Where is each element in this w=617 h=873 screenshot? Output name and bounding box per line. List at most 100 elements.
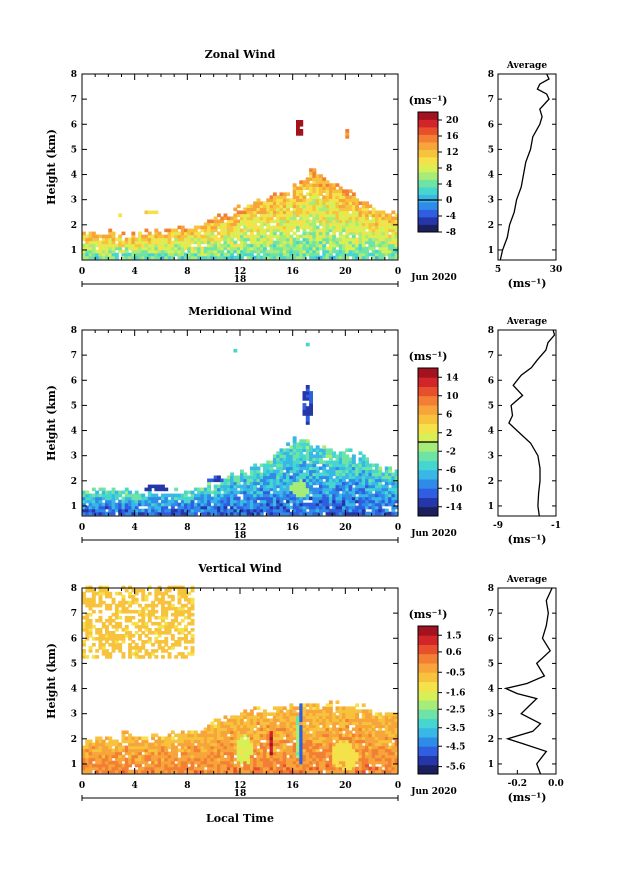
heatmap-cell xyxy=(289,213,294,218)
heatmap-cell xyxy=(309,198,313,202)
heatmap-cell xyxy=(371,736,376,741)
heatmap-cell xyxy=(375,712,379,716)
heatmap-cell xyxy=(381,216,386,221)
heatmap-cell xyxy=(207,727,211,732)
heatmap-cell xyxy=(391,496,396,501)
heatmap-cell xyxy=(266,487,271,492)
heatmap-cell xyxy=(279,760,284,765)
heatmap-cell xyxy=(101,760,106,765)
heatmap-cell xyxy=(319,742,323,747)
heatmap-cell xyxy=(101,487,106,492)
heatmap-cell xyxy=(88,249,93,254)
heatmap-cell xyxy=(351,751,356,756)
heatmap-cell xyxy=(200,745,205,750)
heatmap-cell xyxy=(315,213,320,218)
heatmap-cell xyxy=(259,727,264,732)
heatmap-cell xyxy=(309,511,313,516)
heatmap-cell xyxy=(193,496,198,501)
heatmap-cell xyxy=(351,739,356,744)
heatmap-cell xyxy=(286,451,290,455)
heatmap-cell xyxy=(174,496,179,501)
heatmap-cell xyxy=(88,600,93,605)
heatmap-cell xyxy=(184,493,188,498)
heatmap-cell xyxy=(319,189,323,193)
heatmap-cell xyxy=(348,469,353,474)
heatmap-cell xyxy=(134,499,139,504)
heatmap-cell xyxy=(342,451,346,455)
heatmap-cell xyxy=(180,631,185,635)
heatmap-cell xyxy=(286,481,290,486)
heatmap-cell xyxy=(95,249,100,254)
heatmap-cell xyxy=(111,255,116,260)
heatmap-cell xyxy=(292,733,297,738)
heatmap-cell xyxy=(315,478,320,483)
heatmap-cell xyxy=(105,637,109,641)
heatmap-cell xyxy=(286,487,290,492)
heatmap-cell xyxy=(312,228,317,233)
heatmap-cell xyxy=(167,766,172,771)
heatmap-cell xyxy=(128,649,132,653)
heatmap-cell xyxy=(213,255,218,260)
heatmap-cell xyxy=(378,757,383,762)
heatmap-cell xyxy=(230,502,234,507)
heatmap-cell xyxy=(286,228,290,233)
heatmap-cell xyxy=(187,600,192,605)
heatmap-cell xyxy=(207,225,211,230)
heatmap-cell xyxy=(348,240,353,245)
y-tick-label: 1 xyxy=(71,246,77,256)
heatmap-cell xyxy=(243,210,248,215)
heatmap-cell xyxy=(161,760,165,765)
heatmap-cell xyxy=(325,213,330,218)
heatmap-cell xyxy=(394,234,399,239)
heatmap-cell xyxy=(328,246,333,251)
heatmap-cell xyxy=(249,715,254,719)
heatmap-cell xyxy=(246,234,251,239)
heatmap-cell xyxy=(315,703,320,707)
heatmap-cell xyxy=(147,493,152,498)
heatmap-cell xyxy=(91,249,96,254)
heatmap-cell xyxy=(332,192,337,196)
heatmap-cell xyxy=(144,649,149,653)
heatmap-cell xyxy=(378,466,383,471)
heatmap-cell xyxy=(292,240,297,245)
heatmap-cell xyxy=(207,249,211,254)
heatmap-cell xyxy=(226,475,231,480)
heatmap-cell xyxy=(101,496,106,501)
heatmap-cell xyxy=(233,724,238,729)
heatmap-cell xyxy=(289,481,294,486)
heatmap-cell xyxy=(319,174,323,178)
heatmap-cell xyxy=(233,478,238,483)
heatmap-cell xyxy=(85,742,90,747)
heatmap-cell xyxy=(272,508,277,513)
heatmap-cell xyxy=(249,757,254,762)
heatmap-cell xyxy=(315,228,320,233)
heatmap-cell xyxy=(371,718,376,723)
heatmap-cell xyxy=(184,736,188,741)
heatmap-cell xyxy=(167,249,172,254)
heatmap-cell xyxy=(114,742,119,747)
heatmap-cell xyxy=(365,222,369,227)
heatmap-cell xyxy=(190,730,195,735)
heatmap-cell xyxy=(338,210,343,215)
heatmap-cell xyxy=(253,736,258,741)
heatmap-cell xyxy=(286,249,290,254)
heatmap-cell xyxy=(289,219,294,224)
heatmap-cell xyxy=(259,490,264,495)
heatmap-cell xyxy=(128,739,132,744)
heatmap-cell xyxy=(243,712,248,716)
heatmap-cell xyxy=(296,204,300,209)
heatmap-cell xyxy=(82,255,86,260)
heatmap-cell xyxy=(348,457,353,461)
heatmap-cell xyxy=(305,192,310,196)
heatmap-cell xyxy=(147,249,152,254)
heatmap-cell xyxy=(345,754,350,759)
heatmap-cell xyxy=(147,487,152,492)
heatmap-cell xyxy=(276,769,281,774)
heatmap-cell xyxy=(322,721,327,726)
heatmap-cell xyxy=(263,231,267,236)
heatmap-cell xyxy=(279,219,284,224)
heatmap-cell xyxy=(348,751,353,756)
heatmap-cell xyxy=(266,472,271,477)
heatmap-cell xyxy=(378,742,383,747)
heatmap-cell xyxy=(328,487,333,492)
